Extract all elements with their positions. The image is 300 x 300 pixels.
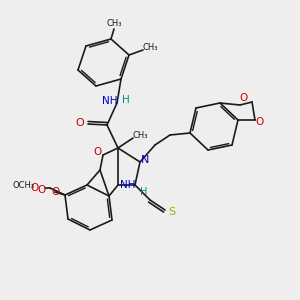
Text: O: O bbox=[93, 147, 101, 157]
Text: N: N bbox=[141, 155, 149, 165]
Text: NH: NH bbox=[102, 96, 118, 106]
Text: O: O bbox=[239, 93, 247, 103]
Text: CH₃: CH₃ bbox=[132, 130, 148, 140]
Text: S: S bbox=[168, 207, 175, 217]
Text: O: O bbox=[76, 118, 84, 128]
Text: H: H bbox=[140, 187, 148, 197]
Text: O: O bbox=[256, 117, 264, 127]
Text: H: H bbox=[122, 95, 130, 105]
Text: O: O bbox=[38, 185, 46, 195]
Text: OCH₃: OCH₃ bbox=[13, 181, 35, 190]
Text: CH₃: CH₃ bbox=[106, 19, 122, 28]
Text: O: O bbox=[51, 187, 59, 197]
Text: CH₃: CH₃ bbox=[142, 44, 158, 52]
Text: NH: NH bbox=[120, 180, 136, 190]
Text: O: O bbox=[31, 183, 39, 193]
